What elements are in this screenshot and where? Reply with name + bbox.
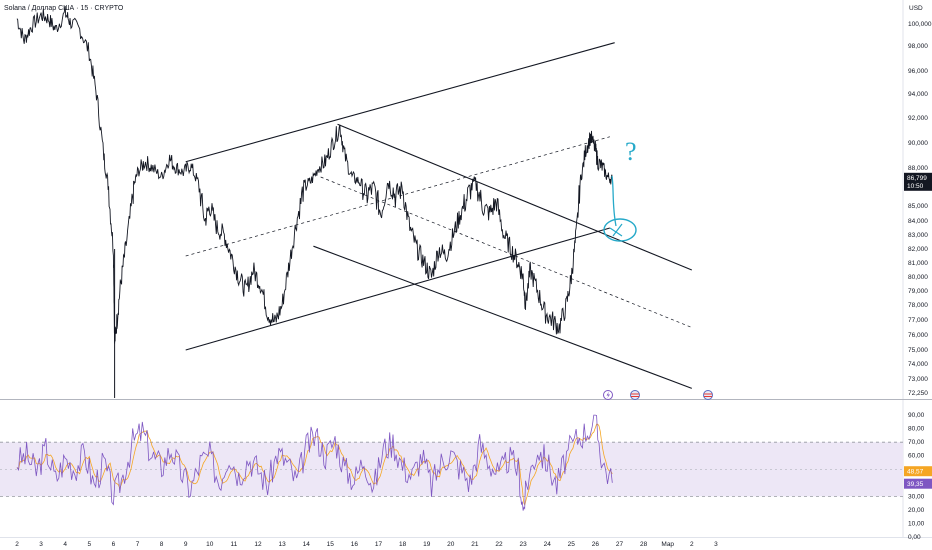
upper-channel-mid-line[interactable] (185, 136, 610, 257)
last-price-tag (904, 172, 932, 191)
time-tick-label: 20 (447, 541, 455, 548)
annotation-cross[interactable] (609, 223, 623, 237)
price-tick-label: 100,000 (908, 21, 932, 28)
annotation-stroke[interactable] (611, 175, 617, 227)
upper-channel-top-line[interactable] (185, 42, 615, 163)
price-tick-label: 72,250 (908, 390, 928, 397)
time-tick-label: 8 (160, 541, 164, 548)
upper-channel-bottom-line[interactable] (185, 227, 611, 351)
time-tick-label: 7 (136, 541, 140, 548)
time-tick-label: 24 (544, 541, 552, 548)
price-tick-label: 83,000 (908, 232, 928, 239)
last-price-time: 10:50 (907, 183, 924, 190)
rsi-tick-label: 20,00 (908, 507, 925, 514)
price-tick-label: 90,000 (908, 140, 928, 147)
price-series (16, 5, 613, 398)
annotation-ellipse[interactable] (603, 218, 637, 242)
us-flag-event-icon[interactable] (703, 390, 713, 400)
rsi-value-tag (904, 478, 932, 489)
time-tick-label: 3 (39, 541, 43, 548)
time-axis[interactable]: 2 3 4 5 6 7 8 9 10 11 12 13 14 15 16 17 18 19 20 21 22 23 24 25… (15, 541, 718, 548)
price-tick-label: 74,000 (908, 361, 928, 368)
rsi-ma-line (16, 423, 613, 507)
rsi-tick-label: 70,00 (908, 439, 925, 446)
time-tick-label: 18 (399, 541, 407, 548)
annotation-question-mark[interactable]: ? (625, 137, 637, 166)
time-tick-label: 21 (471, 541, 479, 548)
lower-channel-top-line[interactable] (337, 123, 693, 271)
us-flag-event-icon[interactable] (630, 390, 640, 400)
chart-title[interactable]: Solana / Доллар США · 15 · CRYPTO (4, 5, 124, 12)
time-tick-label: 19 (423, 541, 431, 548)
time-tick-label: 6 (112, 541, 116, 548)
time-tick-label: Мар (661, 541, 674, 548)
rsi-value-label: 48,57 (907, 469, 924, 476)
price-tick-label: 77,000 (908, 317, 928, 324)
time-tick-label: 12 (254, 541, 262, 548)
price-tick-label: 81,000 (908, 260, 928, 267)
time-tick-label: 23 (519, 541, 527, 548)
rsi-value-tag (904, 466, 932, 477)
time-tick-label: 15 (327, 541, 335, 548)
time-tick-label: 2 (690, 541, 694, 548)
rsi-tick-label: 90,00 (908, 412, 925, 419)
price-tick-label: 88,000 (908, 165, 928, 172)
time-tick-label: 13 (278, 541, 286, 548)
price-tick-label: 82,000 (908, 246, 928, 253)
time-tick-label: 22 (495, 541, 503, 548)
event-icons[interactable] (603, 390, 713, 400)
currency-label[interactable]: USD (909, 5, 923, 12)
price-tick-label: 76,000 (908, 332, 928, 339)
lightning-icon (606, 391, 610, 399)
rsi-tick-label: 60,00 (908, 453, 925, 460)
time-tick-label: 27 (616, 541, 624, 548)
price-tick-label: 96,000 (908, 68, 928, 75)
time-tick-label: 26 (592, 541, 600, 548)
lower-channel-mid-line[interactable] (320, 176, 692, 328)
rsi-tick-label: 30,00 (908, 493, 925, 500)
price-tick-label: 85,000 (908, 203, 928, 210)
time-tick-label: 14 (303, 541, 311, 548)
rsi-tick-label: 0,00 (908, 534, 921, 541)
time-tick-label: 25 (568, 541, 576, 548)
time-tick-label: 17 (375, 541, 383, 548)
rsi-series (16, 414, 613, 511)
rsi-value-label: 39,35 (907, 481, 924, 488)
rsi-tick-label: 10,00 (908, 520, 925, 527)
time-tick-label: 5 (87, 541, 91, 548)
rsi-line (16, 414, 613, 511)
price-tick-label: 92,000 (908, 115, 928, 122)
price-tick-label: 80,000 (908, 274, 928, 281)
lower-channel-bottom-line[interactable] (313, 245, 692, 389)
time-tick-label: 28 (640, 541, 648, 548)
last-price-value: 86,799 (907, 175, 927, 182)
price-tick-label: 75,000 (908, 347, 928, 354)
price-tick-label: 73,000 (908, 376, 928, 383)
price-axis[interactable]: 100,000 98,000 96,000 94,000 92,000 90,000 88,… (908, 21, 932, 397)
time-tick-label: 16 (351, 541, 359, 548)
price-tick-label: 84,000 (908, 218, 928, 225)
price-line (16, 5, 613, 344)
annotation-drawings[interactable]: ? (603, 137, 637, 242)
rsi-tick-label: 80,00 (908, 426, 925, 433)
price-tick-label: 78,000 (908, 302, 928, 309)
time-tick-label: 9 (184, 541, 188, 548)
price-tick-label: 79,000 (908, 288, 928, 295)
time-tick-label: 4 (63, 541, 67, 548)
price-tick-label: 98,000 (908, 43, 928, 50)
time-tick-label: 10 (206, 541, 214, 548)
price-tick-label: 94,000 (908, 91, 928, 98)
time-tick-label: 2 (15, 541, 19, 548)
time-tick-label: 11 (231, 541, 238, 548)
time-tick-label: 3 (714, 541, 718, 548)
trendline-drawings[interactable] (185, 42, 693, 389)
